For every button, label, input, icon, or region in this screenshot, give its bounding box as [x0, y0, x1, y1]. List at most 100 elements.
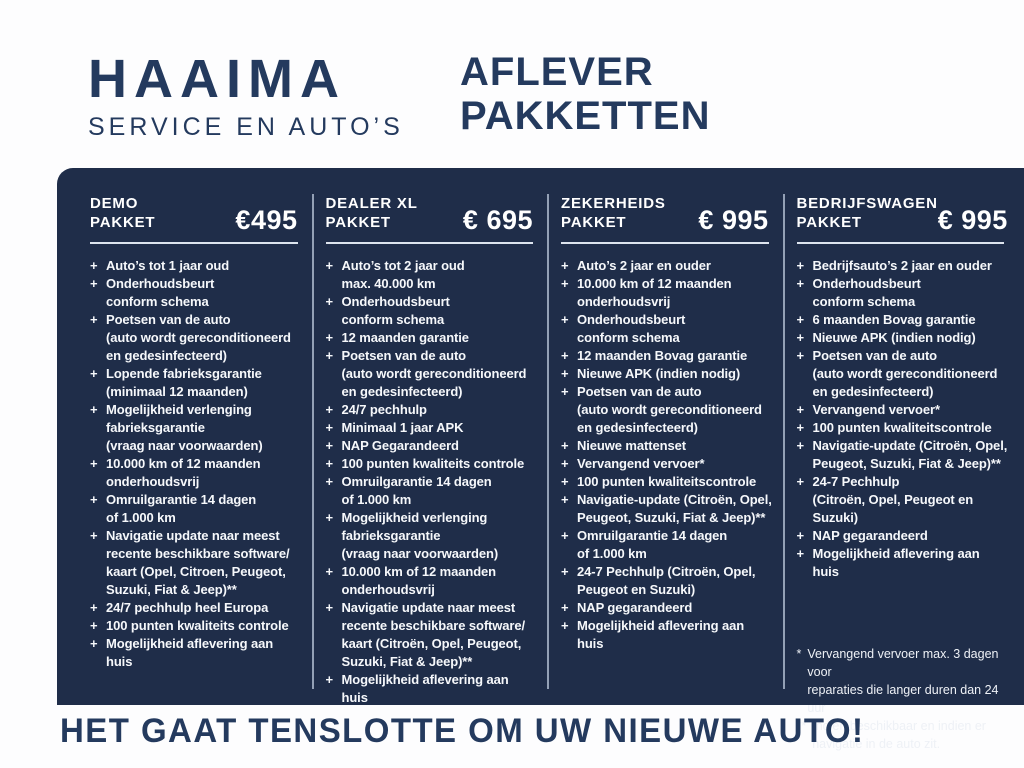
- package-header: BEDRIJFSWAGEN PAKKET € 995: [797, 194, 1009, 234]
- tagline: HET GAAT TENSLOTTE OM UW NIEUWE AUTO!: [60, 712, 865, 750]
- item-text: Poetsen van de auto (auto wordt gerecond…: [106, 312, 291, 363]
- plus-bullet: +: [561, 492, 569, 507]
- package-title: DEMO PAKKET: [90, 194, 155, 232]
- item-text: Mogelijkheid aflevering aan huis: [812, 546, 980, 579]
- item-text: Auto’s 2 jaar en ouder: [577, 258, 711, 273]
- package-title-line: PAKKET: [561, 214, 627, 231]
- package-header: DEALER XL PAKKET € 695: [325, 194, 538, 235]
- item-text: 24/7 pechhulp: [341, 402, 427, 417]
- item-text: Onderhoudsbeurt conform schema: [812, 276, 921, 309]
- plus-bullet: +: [796, 420, 805, 435]
- header-underline: [561, 242, 769, 244]
- brand-block: HAAIMA SERVICE EN AUTO’S: [88, 52, 404, 142]
- item-text: 24/7 pechhulp heel Europa: [106, 600, 269, 615]
- plus-bullet: +: [325, 456, 334, 471]
- package-title-line: PAKKET: [90, 214, 156, 231]
- package-title: BEDRIJFSWAGEN PAKKET: [797, 194, 938, 232]
- item-text: NAP gegarandeerd: [577, 600, 693, 615]
- plus-bullet: +: [325, 474, 334, 489]
- package-title-line: DEALER XL: [325, 195, 418, 212]
- item-text: Onderhoudsbeurt conform schema: [577, 312, 686, 345]
- plus-bullet: +: [90, 402, 98, 417]
- item-text: 100 punten kwaliteits controle: [341, 456, 525, 471]
- item-text: Vervangend vervoer*: [812, 402, 941, 417]
- item-text: Mogelijkheid verlenging fabrieksgarantie…: [341, 510, 499, 561]
- package-item: + Navigatie-update (Citroën, Opel, Peugeo…: [561, 491, 773, 527]
- package-header: DEMO PAKKET €495: [90, 194, 302, 234]
- item-text: Nieuwe APK (indien nodig): [577, 366, 741, 381]
- package-item: + Omruilgarantie 14 dagen of 1.000 km: [90, 491, 302, 527]
- package-item: + NAP gegarandeerd: [797, 527, 1009, 545]
- package-item: + Onderhoudsbeurt conform schema: [90, 275, 302, 311]
- footnote-marker: **: [796, 719, 807, 733]
- item-text: Poetsen van de auto (auto wordt gerecond…: [341, 348, 527, 399]
- item-text: 100 punten kwaliteits controle: [106, 618, 289, 633]
- package-title: ZEKERHEIDS PAKKET: [561, 194, 666, 232]
- brand-name: HAAIMA: [88, 49, 346, 109]
- package-item: + Auto’s tot 1 jaar oud: [90, 257, 302, 275]
- plus-bullet: +: [325, 348, 334, 363]
- footnote: ** Indien beschikbaar en indien er naviga…: [797, 717, 1009, 753]
- package-item: + Navigatie update naar meest recente bes…: [90, 527, 302, 599]
- item-text: Navigatie-update (Citroën, Opel, Peugeot…: [812, 438, 1008, 471]
- package-item: + Omruilgarantie 14 dagen of 1.000 km: [326, 473, 538, 509]
- item-text: Navigatie update naar meest recente besc…: [341, 600, 526, 669]
- brand-subtitle: SERVICE EN AUTO’S: [88, 113, 404, 141]
- package-item: + Vervangend vervoer*: [797, 401, 1009, 419]
- package-column-bedrijfswagen: BEDRIJFSWAGEN PAKKET € 995 + Bedrijfsauto’s …: [782, 194, 1019, 751]
- package-item: +100 punten kwaliteitscontrole: [797, 419, 1009, 437]
- plus-bullet: +: [90, 636, 98, 651]
- plus-bullet: +: [325, 600, 334, 615]
- package-item: + Vervangend vervoer*: [561, 455, 773, 473]
- item-text: Onderhoudsbeurt conform schema: [106, 276, 215, 309]
- plus-bullet: +: [325, 258, 334, 273]
- package-item: + Onderhoudsbeurt conform schema: [797, 275, 1009, 311]
- package-item: + Minimaal 1 jaar APK: [326, 419, 538, 437]
- package-price: € 695: [462, 205, 533, 235]
- package-item: +6 maanden Bovag garantie: [797, 311, 1009, 329]
- package-item: + Mogelijkheid aflevering aan huis: [90, 635, 302, 671]
- footnote-marker: *: [796, 647, 802, 661]
- package-item: + Poetsen van de auto (auto wordt gerecon…: [797, 347, 1009, 401]
- plus-bullet: +: [325, 564, 334, 579]
- plus-bullet: +: [561, 276, 569, 291]
- plus-bullet: +: [561, 600, 569, 615]
- package-item: + Poetsen van de auto (auto wordt gerecon…: [326, 347, 538, 401]
- package-item: + Omruilgarantie 14 dagen of 1.000 km: [561, 527, 773, 563]
- item-text: Omruilgarantie 14 dagen of 1.000 km: [106, 492, 257, 525]
- plus-bullet: +: [90, 366, 98, 381]
- package-item: +24-7 Pechhulp (Citroën, Opel, Peugeot e…: [561, 563, 773, 599]
- package-item: + Mogelijkheid aflevering aan huis: [797, 545, 1009, 581]
- plus-bullet: +: [796, 312, 805, 327]
- package-item: +24-7 Pechhulp (Citroën, Opel, Peugeot e…: [797, 473, 1009, 527]
- plus-bullet: +: [90, 258, 98, 273]
- plus-bullet: +: [796, 546, 805, 561]
- item-text: 100 punten kwaliteitscontrole: [812, 420, 992, 435]
- plus-bullet: +: [90, 600, 98, 615]
- package-item: + Auto’s 2 jaar en ouder: [561, 257, 773, 275]
- plus-bullet: +: [561, 384, 569, 399]
- package-item: + Nieuwe mattenset: [561, 437, 773, 455]
- item-text: Mogelijkheid verlenging fabrieksgarantie…: [106, 402, 263, 453]
- package-title-line: PAKKET: [325, 214, 391, 231]
- plus-bullet: +: [90, 276, 98, 291]
- package-item: + Bedrijfsauto’s 2 jaar en ouder: [797, 257, 1009, 275]
- package-items: + Auto’s tot 1 jaar oud + Onderhoudsbeurt c…: [90, 257, 302, 671]
- package-item: + Navigatie update naar meest recente bes…: [326, 599, 538, 671]
- plus-bullet: +: [796, 348, 805, 363]
- plus-bullet: +: [90, 312, 98, 327]
- item-text: Poetsen van de auto (auto wordt gerecond…: [812, 348, 998, 399]
- plus-bullet: +: [325, 438, 334, 453]
- plus-bullet: +: [90, 456, 98, 471]
- plus-bullet: +: [561, 474, 569, 489]
- item-text: Mogelijkheid aflevering aan huis: [341, 672, 509, 705]
- package-items: + Auto’s 2 jaar en ouder +10.000 km of 12 …: [561, 257, 773, 653]
- footnote-text: Indien beschikbaar en indien er navigati…: [812, 719, 986, 751]
- item-text: NAP gegarandeerd: [812, 528, 928, 543]
- item-text: Navigatie update naar meest recente besc…: [106, 528, 290, 597]
- item-text: Bedrijfsauto’s 2 jaar en ouder: [812, 258, 992, 273]
- item-text: 12 maanden garantie: [341, 330, 470, 345]
- item-text: Poetsen van de auto (auto wordt gerecond…: [577, 384, 762, 435]
- footnotes: * Vervangend vervoer max. 3 dagen voor re…: [797, 645, 1009, 753]
- header-underline: [325, 242, 533, 244]
